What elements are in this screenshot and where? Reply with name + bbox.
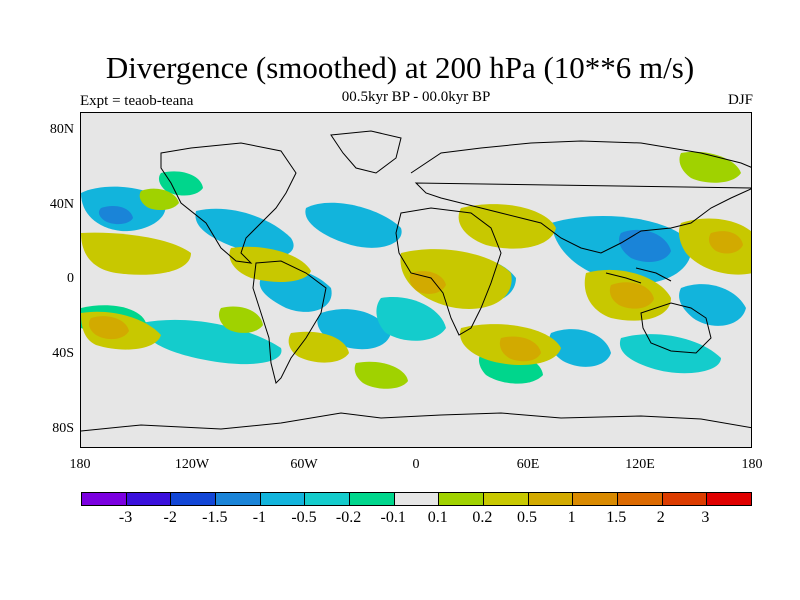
colorbar-swatch bbox=[573, 493, 619, 505]
field-patch-lime bbox=[679, 151, 741, 183]
field-patch-teal bbox=[376, 297, 446, 341]
field-patch-lime bbox=[218, 306, 263, 333]
colorbar-swatch bbox=[126, 493, 172, 505]
colorbar-label: 0.1 bbox=[427, 509, 448, 526]
map-svg bbox=[81, 130, 751, 432]
divergence-field bbox=[81, 151, 751, 389]
field-patch-orange bbox=[88, 316, 129, 340]
lat-label-80s: 80S bbox=[52, 421, 74, 436]
colorbar-swatch bbox=[439, 493, 485, 505]
colorbar-label: -0.2 bbox=[335, 509, 362, 526]
colorbar-swatch bbox=[171, 493, 217, 505]
field-patch-olive bbox=[229, 246, 311, 283]
field-patch-cyan bbox=[195, 208, 294, 258]
colorbar-swatch bbox=[260, 493, 306, 505]
field-patch-cyan bbox=[679, 284, 746, 326]
colorbar-label: -0.5 bbox=[291, 509, 317, 526]
field-patch-blue bbox=[619, 229, 671, 263]
lon-label-60w: 60W bbox=[290, 457, 318, 472]
coastline-indonesia bbox=[605, 267, 672, 284]
field-patch-orange bbox=[499, 336, 541, 362]
colorbar-swatch bbox=[305, 493, 351, 505]
field-patch-teal bbox=[619, 334, 721, 374]
field-patch-green bbox=[158, 171, 203, 196]
coastlines bbox=[81, 130, 751, 432]
colorbar-swatch bbox=[528, 493, 574, 505]
colorbar-swatch bbox=[707, 493, 752, 505]
plot-subtitle: 00.5kyr BP - 00.0kyr BP bbox=[341, 89, 491, 105]
field-patch-orange bbox=[609, 282, 654, 309]
colorbar-swatch bbox=[216, 493, 261, 505]
lon-label-60e: 60E bbox=[516, 457, 540, 472]
field-patch-lime bbox=[139, 188, 179, 211]
colorbar-label: -0.1 bbox=[380, 509, 406, 526]
field-patch-orange bbox=[708, 231, 743, 254]
coastline-north-america bbox=[160, 142, 297, 264]
colorbar-label: 0.5 bbox=[517, 509, 537, 526]
lat-label-40s: 40S bbox=[52, 346, 74, 361]
colorbar bbox=[81, 492, 752, 506]
colorbar-label: 0.2 bbox=[472, 509, 493, 526]
lon-label-120e: 120E bbox=[625, 457, 655, 472]
field-patch-orange bbox=[409, 271, 446, 294]
experiment-label: Expt = teaob-teana bbox=[80, 93, 194, 109]
colorbar-swatch bbox=[394, 493, 440, 505]
field-patch-lime bbox=[354, 361, 408, 389]
field-patch-blue bbox=[98, 206, 133, 225]
map-panel bbox=[80, 112, 752, 448]
lon-label-0: 0 bbox=[412, 457, 420, 472]
colorbar-swatch bbox=[618, 493, 663, 505]
colorbar-label: 2 bbox=[656, 509, 665, 526]
colorbar-swatch bbox=[350, 493, 395, 505]
field-patch-olive bbox=[458, 204, 556, 249]
field-patch-cyan bbox=[551, 215, 692, 284]
colorbar-label: -2 bbox=[163, 509, 177, 526]
lon-label-180e: 180 bbox=[741, 457, 763, 472]
colorbar-label: -3 bbox=[118, 509, 133, 526]
field-patch-olive bbox=[81, 232, 191, 275]
field-patch-olive bbox=[400, 249, 512, 309]
plot-title: Divergence (smoothed) at 200 hPa (10**6 … bbox=[105, 50, 695, 85]
field-patch-olive bbox=[288, 331, 349, 363]
colorbar-label: -1 bbox=[252, 509, 267, 526]
colorbar-label: 3 bbox=[701, 509, 710, 526]
colorbar-label: 1 bbox=[567, 509, 576, 526]
coastline-greenland bbox=[330, 130, 402, 174]
coastline-antarctica bbox=[81, 412, 751, 432]
coastline-africa bbox=[395, 207, 502, 336]
colorbar-swatch bbox=[484, 493, 529, 505]
colorbar-label: -1.5 bbox=[202, 509, 228, 526]
coastline-south-america bbox=[252, 260, 327, 384]
lat-label-0: 0 bbox=[67, 271, 74, 286]
colorbar-swatch bbox=[662, 493, 708, 505]
colorbar-label: 1.5 bbox=[606, 509, 627, 526]
lon-label-180w: 180 bbox=[69, 457, 91, 472]
season-label: DJF bbox=[727, 92, 753, 108]
field-patch-cyan bbox=[549, 329, 611, 367]
lat-label-40n: 40N bbox=[49, 197, 74, 212]
coastline-australia bbox=[640, 302, 712, 354]
field-patch-cyan bbox=[305, 202, 402, 248]
coastline-eurasia bbox=[410, 140, 751, 254]
colorbar-swatch bbox=[82, 493, 127, 505]
lon-label-120w: 120W bbox=[174, 457, 210, 472]
lat-label-80n: 80N bbox=[49, 122, 74, 137]
field-patch-teal bbox=[141, 319, 282, 365]
